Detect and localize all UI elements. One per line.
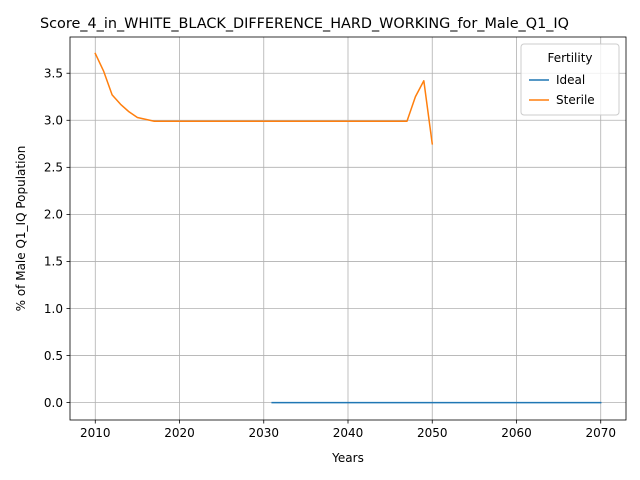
x-tick-label: 2010	[80, 426, 111, 440]
x-tick-label: 2020	[164, 426, 195, 440]
y-tick-label: 2.5	[44, 161, 63, 175]
x-tick-label: 2070	[585, 426, 616, 440]
y-tick-label: 3.0	[44, 114, 63, 128]
y-tick-label: 3.5	[44, 67, 63, 81]
y-tick-label: 0.5	[44, 349, 63, 363]
x-axis-ticks: 2010 2020 2030 2040 2050 2060 2070	[80, 420, 616, 440]
x-tick-label: 2050	[417, 426, 448, 440]
gridlines	[70, 37, 626, 420]
x-tick-label: 2040	[333, 426, 364, 440]
x-axis-label: Years	[331, 451, 364, 465]
y-tick-label: 0.0	[44, 396, 63, 410]
y-axis-ticks: 0.0 0.5 1.0 1.5 2.0 2.5 3.0 3.5	[44, 67, 70, 410]
chart-title: Score_4_in_WHITE_BLACK_DIFFERENCE_HARD_W…	[40, 16, 569, 32]
legend-box	[520, 43, 620, 116]
legend-label-sterile: Sterile	[556, 93, 595, 107]
legend-label-ideal: Ideal	[556, 73, 585, 87]
y-tick-label: 1.5	[44, 255, 63, 269]
y-tick-label: 1.0	[44, 302, 63, 316]
legend: Fertility Ideal Sterile	[520, 43, 620, 116]
series-lines	[94, 52, 602, 404]
x-tick-label: 2060	[501, 426, 532, 440]
plot-area-frame	[69, 36, 627, 421]
series-line-sterile	[94, 52, 434, 145]
y-axis-label: % of Male Q1_IQ Population	[14, 146, 28, 312]
x-tick-label: 2030	[248, 426, 279, 440]
legend-title: Fertility	[547, 51, 592, 65]
y-tick-label: 2.0	[44, 208, 63, 222]
